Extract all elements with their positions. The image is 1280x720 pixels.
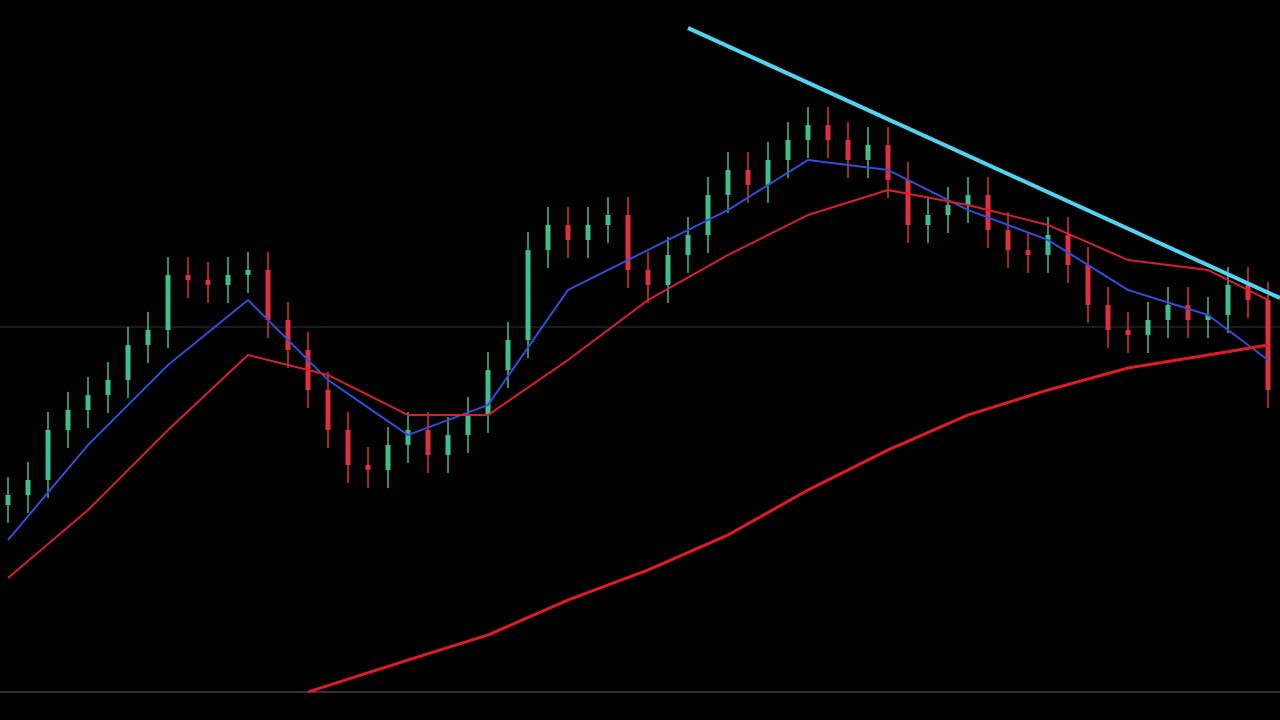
- candle-body: [745, 170, 751, 185]
- candle-body: [1225, 285, 1231, 315]
- candle-body: [325, 390, 331, 430]
- candle-body: [465, 415, 471, 435]
- candle-body: [45, 430, 51, 480]
- candle-body: [625, 215, 631, 270]
- candle-body: [445, 435, 451, 455]
- candle-body: [1005, 230, 1011, 250]
- candle-body: [705, 195, 711, 235]
- candle-body: [1065, 235, 1071, 265]
- candle-body: [545, 225, 551, 250]
- candle-body: [125, 345, 131, 380]
- candle-body: [165, 275, 171, 330]
- candle-body: [605, 215, 611, 225]
- candle-body: [645, 270, 651, 285]
- indicator-line: [307, 343, 1269, 694]
- candle-body: [85, 395, 91, 410]
- candle-body: [985, 195, 991, 230]
- candle-body: [685, 235, 691, 255]
- indicator-line: [7, 159, 1269, 541]
- candle-body: [225, 275, 231, 285]
- candle-body: [345, 430, 351, 465]
- candle-body: [105, 380, 111, 395]
- indicator-line: [7, 189, 1269, 579]
- candle-body: [825, 125, 831, 140]
- candle-body: [785, 140, 791, 160]
- candle-body: [5, 495, 11, 505]
- candle-body: [565, 225, 571, 240]
- candle-body: [265, 270, 271, 320]
- candle-body: [665, 255, 671, 285]
- candle-body: [525, 250, 531, 340]
- candle-body: [185, 275, 191, 280]
- candle-body: [485, 370, 491, 415]
- candle-body: [1025, 250, 1031, 255]
- candle-body: [385, 445, 391, 470]
- candle-body: [905, 180, 911, 225]
- candle-body: [365, 465, 371, 470]
- candle-body: [1245, 285, 1251, 300]
- candle-body: [805, 125, 811, 140]
- candle-body: [585, 225, 591, 240]
- candle-body: [405, 430, 411, 445]
- candle-body: [1145, 320, 1151, 335]
- candle-body: [65, 410, 71, 430]
- candle-body: [765, 160, 771, 185]
- candle-body: [885, 145, 891, 180]
- candle-body: [965, 195, 971, 205]
- candle-body: [25, 480, 31, 495]
- candle-body: [205, 280, 211, 285]
- candle-body: [1125, 330, 1131, 335]
- candle-body: [1185, 305, 1191, 320]
- candle-body: [1165, 305, 1171, 320]
- indicator-line: [687, 26, 1280, 300]
- candle-body: [865, 145, 871, 160]
- candle-body: [845, 140, 851, 160]
- candle-body: [925, 215, 931, 225]
- candle-body: [285, 320, 291, 350]
- candle-body: [1205, 315, 1211, 320]
- candle-body: [1085, 265, 1091, 305]
- candle-body: [725, 170, 731, 195]
- candle-body: [945, 205, 951, 215]
- candle-body: [505, 340, 511, 370]
- candle-body: [425, 430, 431, 455]
- candle-body: [145, 330, 151, 345]
- candle-body: [1105, 305, 1111, 330]
- candle-body: [1045, 235, 1051, 255]
- candle-body: [245, 270, 251, 275]
